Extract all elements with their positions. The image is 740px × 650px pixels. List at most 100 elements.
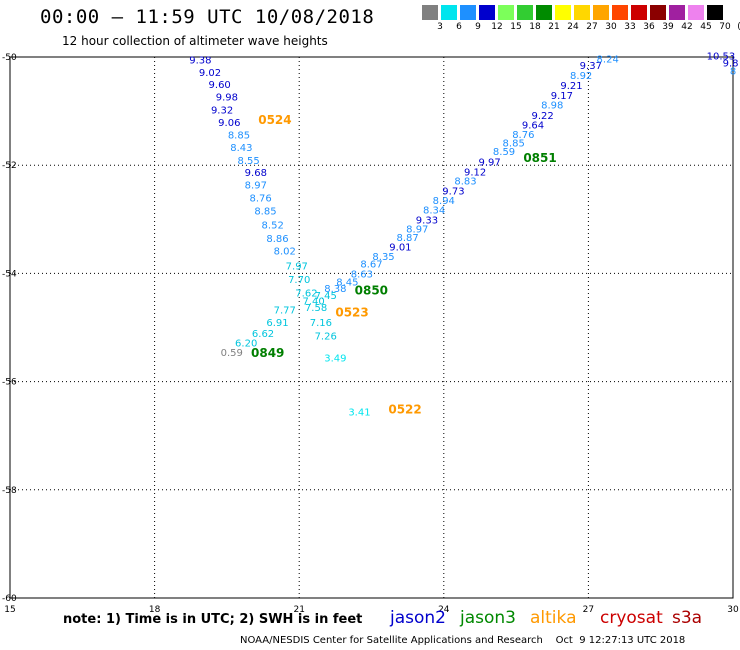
swh-data-point: 9.64 [522,121,544,132]
swh-data-point: 8.59 [493,147,515,158]
swh-data-point: 8.76 [250,194,272,205]
scale-swatch [574,5,591,20]
chart-subtitle: 12 hour collection of altimeter wave hei… [62,34,328,48]
scale-swatch [688,5,705,20]
swh-data-point: 9.38 [189,56,211,67]
swh-data-point: 7.26 [315,332,337,343]
swh-data-point: 6.91 [266,318,288,329]
swh-data-point: 8 [730,67,736,78]
chart-title: 00:00 – 11:59 UTC 10/08/2018 [40,6,375,28]
swh-data-point: 8.35 [372,252,394,263]
scale-swatch [593,5,610,20]
swh-data-point: 7.70 [288,275,310,286]
x-tick-label: 27 [583,605,594,615]
swh-data-point: 8.24 [597,55,619,66]
swh-data-point: 3.41 [348,407,370,418]
scale-swatch [479,5,496,20]
scale-swatch [707,5,724,20]
swh-data-point: 9.8 [723,58,739,69]
swh-data-point: 9.22 [531,111,553,122]
swh-data-point: 8.97 [245,181,267,192]
y-tick-label: -52 [2,161,17,171]
swh-data-point: 8.02 [274,247,296,258]
scale-label: 9 [475,22,481,32]
swh-data-point: 9.02 [199,68,221,79]
swh-data-point: 8.55 [237,156,259,167]
swh-data-point: 8.97 [406,224,428,235]
swh-data-point: 8.94 [433,196,455,207]
x-tick-label: 18 [149,605,161,615]
scale-swatch [460,5,477,20]
swh-data-point: 8.38 [324,284,346,295]
scale-label: 15 [510,22,522,32]
swh-data-point: 9.06 [218,118,240,129]
swh-data-point: 9.01 [389,242,411,253]
swh-data-point: 8.52 [262,221,284,232]
x-tick-label: 24 [438,605,450,615]
y-tick-label: -58 [2,486,17,496]
swh-data-point: 8.92 [570,71,592,82]
scale-label: 27 [586,22,598,32]
y-tick-label: -50 [2,53,17,63]
swh-data-point: 8.86 [266,234,288,245]
scale-swatch [517,5,534,20]
scale-swatch [441,5,458,20]
swh-data-point: 8.85 [503,138,525,149]
scale-label: 18 [529,22,541,32]
swh-data-point: 7.62 [295,288,317,299]
x-tick-label: 21 [293,605,304,615]
scale-label: 21 [548,22,560,32]
swh-data-point: 9.97 [478,157,500,168]
swh-data-point: 9.33 [416,215,438,226]
x-tick-label: 15 [4,605,15,615]
swh-data-point: 8.45 [336,278,358,289]
x-tick-label: 30 [727,605,739,615]
scale-label: 45 [700,22,712,32]
scale-swatch [498,5,515,20]
scale-swatch [650,5,667,20]
scale-label: 24 [567,22,579,32]
scale-label: 33 [624,22,636,32]
swh-data-point: 8.34 [423,206,445,217]
scale-label: (ft) [734,22,740,32]
credit-line: NOAA/NESDIS Center for Satellite Applica… [240,635,686,646]
pass-time-label: 0524 [258,113,291,127]
swh-data-point: 9.12 [464,168,486,179]
scale-label: 39 [662,22,674,32]
swh-data-point: 7.97 [286,261,308,272]
legend-jason3: jason3 [460,608,516,628]
swh-data-point: 9.60 [209,80,231,91]
y-tick-label: -54 [2,269,17,279]
swh-data-point: 9.32 [211,105,233,116]
scale-label: 3 [437,22,443,32]
scale-swatch [555,5,572,20]
legend-altika: altika [530,608,577,628]
swh-data-point: 7.58 [305,303,327,314]
swh-data-point: 8.87 [397,233,419,244]
scale-swatch [669,5,686,20]
swh-data-point: 9.37 [580,61,602,72]
swh-data-point: 8.83 [454,176,476,187]
swh-data-point: 3.49 [324,353,346,364]
scale-label: 36 [643,22,655,32]
swh-data-point: 6.20 [235,339,257,350]
scale-label: 6 [456,22,462,32]
swh-data-point: 9.73 [442,187,464,198]
scale-swatch [422,5,439,20]
pass-time-label: 0850 [355,284,388,298]
swh-data-point: 7.40 [303,296,325,307]
swh-data-point: 8.43 [230,143,252,154]
pass-time-label: 0523 [335,305,368,319]
legend-s3a: s3a [672,608,703,628]
swh-data-point: 7.16 [310,318,332,329]
swh-data-point: 8.98 [541,101,563,112]
scale-label: 30 [605,22,617,32]
swh-data-point: 7.45 [315,291,337,302]
scale-swatch [612,5,629,20]
swh-data-point: 8.67 [360,260,382,271]
plot-frame [9,56,734,599]
scale-label: 12 [491,22,503,32]
legend-jason2: jason2 [390,608,446,628]
pass-time-label: 0849 [251,346,284,360]
